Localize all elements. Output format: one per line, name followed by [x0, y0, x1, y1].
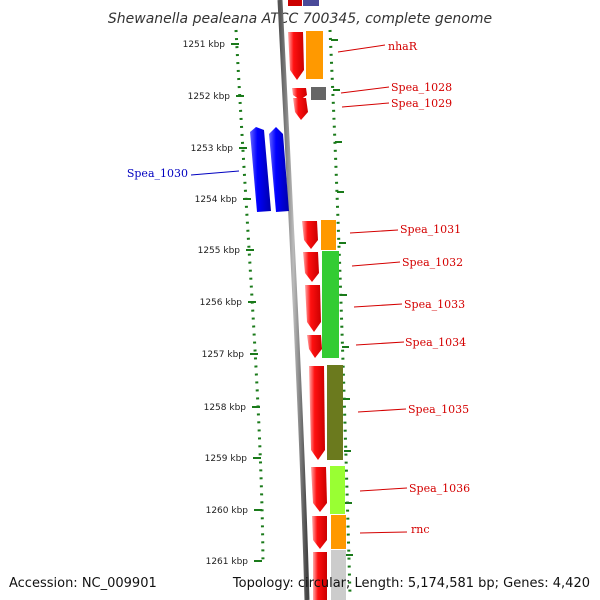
leader-spea-1028: [340, 86, 390, 94]
label-spea-1029[interactable]: Spea_1029: [391, 97, 452, 110]
kbp-label: 1261 kbp: [206, 557, 249, 567]
cog-category-bars: [306, 31, 346, 600]
leader-spea-1036: [359, 487, 408, 492]
right-ticks: [331, 39, 353, 556]
label-spea-1036[interactable]: Spea_1036: [409, 482, 470, 495]
gene-arrow-spea-1029[interactable]: [293, 98, 308, 120]
label-spea-1031[interactable]: Spea_1031: [400, 223, 461, 236]
kbp-label: 1255 kbp: [198, 246, 241, 256]
label-rnc[interactable]: rnc: [411, 523, 430, 536]
label-spea-1033[interactable]: Spea_1033: [404, 298, 465, 311]
left-dotted-arc: [234, 29, 265, 566]
gene-arrow-spea-1033[interactable]: [305, 285, 321, 332]
label-spea-1034[interactable]: Spea_1034: [405, 336, 466, 349]
forward-genes: [288, 32, 327, 600]
cog-bar-spea-1036: [330, 466, 345, 514]
genome-title: Shewanella pealeana ATCC 700345, complet…: [108, 11, 492, 27]
gene-arrow-spea-1035[interactable]: [309, 366, 325, 460]
kbp-label: 1260 kbp: [206, 506, 249, 516]
gene-arrow-rnc[interactable]: [312, 516, 327, 549]
leader-spea-1033: [353, 303, 403, 308]
leader-spea-1032: [351, 261, 401, 267]
gene-arrow-spea-1032[interactable]: [303, 252, 319, 282]
kbp-label: 1254 kbp: [195, 195, 238, 205]
leader-rnc: [359, 531, 408, 534]
leader-nhaR: [337, 44, 386, 53]
kbp-label: 1256 kbp: [200, 298, 243, 308]
kbp-label: 1251 kbp: [183, 40, 226, 50]
chromosome-backbone: [277, 0, 310, 600]
accession-text: Accession: NC_009901: [9, 576, 157, 591]
gene-arrow-spea-1036[interactable]: [311, 467, 327, 512]
label-nhaR[interactable]: nhaR: [388, 40, 418, 53]
gene-arrow-bottom-partial[interactable]: [313, 552, 327, 600]
label-spea-1032[interactable]: Spea_1032: [402, 256, 463, 269]
gene-arrow-spea-1034[interactable]: [307, 335, 322, 358]
kbp-label: 1252 kbp: [188, 92, 231, 102]
cog-bar-nhaR: [306, 31, 323, 79]
kbp-ruler: 1251 kbp 1252 kbp 1253 kbp 1254 kbp 1255…: [183, 40, 262, 567]
cog-bar-rnc: [331, 515, 346, 549]
gene-arrow-spea-1028[interactable]: [292, 88, 307, 100]
kbp-label: 1258 kbp: [204, 403, 247, 413]
leader-spea-1030: [190, 170, 240, 176]
label-spea-1030[interactable]: Spea_1030: [127, 167, 188, 180]
genome-summary-text: Topology: circular; Length: 5,174,581 bp…: [232, 576, 590, 591]
label-spea-1028[interactable]: Spea_1028: [391, 81, 452, 94]
cog-bar-spea-1035: [327, 365, 343, 460]
top-partial-cog: [303, 0, 319, 6]
cog-bar-bottom-partial: [331, 550, 346, 600]
leader-spea-1029: [341, 102, 390, 108]
leader-spea-1034: [355, 341, 405, 346]
gene-arrow-nhaR[interactable]: [288, 32, 304, 80]
leader-spea-1031: [349, 229, 399, 234]
top-partial-gene: [288, 0, 302, 6]
cog-bar-spea-1028: [311, 87, 326, 100]
kbp-label: 1259 kbp: [205, 454, 248, 464]
leader-spea-1035: [357, 408, 407, 413]
gene-arrow-spea-1030-a[interactable]: [250, 127, 271, 212]
reverse-genes: [250, 127, 289, 212]
cog-bar-spea-1032-1034: [322, 251, 339, 358]
gene-arrow-spea-1031[interactable]: [302, 221, 318, 249]
label-spea-1035[interactable]: Spea_1035: [408, 403, 469, 416]
gene-labels: nhaR Spea_1028 Spea_1029 Spea_1030 Spea_…: [127, 40, 470, 536]
kbp-label: 1253 kbp: [191, 144, 234, 154]
cog-bar-spea-1031: [321, 220, 336, 250]
gene-arrow-spea-1030-b[interactable]: [269, 127, 289, 212]
kbp-label: 1257 kbp: [202, 350, 245, 360]
